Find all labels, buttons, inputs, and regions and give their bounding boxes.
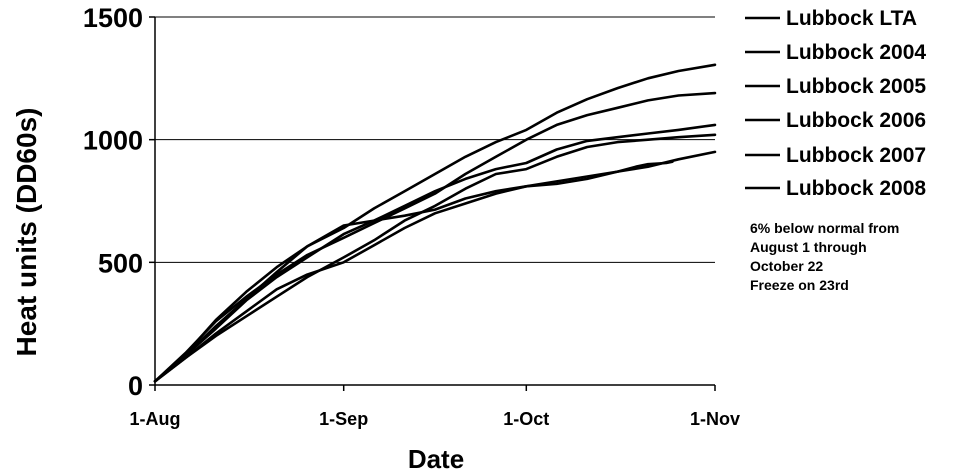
series-line-lubbock-2008 [153, 150, 717, 383]
axes [154, 17, 715, 386]
annotation-line-2: October 22 [750, 258, 823, 274]
annotation-line-1: August 1 through [750, 239, 867, 255]
series-line-lubbock-2006 [153, 133, 717, 383]
tick-marks [149, 16, 716, 391]
legend-label-4: Lubbock 2007 [786, 144, 926, 167]
legend-label-2: Lubbock 2005 [786, 75, 926, 98]
annotation-line-0: 6% below normal from [750, 220, 899, 236]
annotation: 6% below normal from August 1 through Octo… [750, 220, 899, 293]
series-line-lubbock-lta [153, 123, 717, 383]
x-tick-label-1-Oct: 1-Oct [503, 409, 549, 429]
x-axis-title: Date [408, 444, 464, 473]
x-tick-label-1-Aug: 1-Aug [130, 409, 181, 429]
y-tick-label-1500: 1500 [83, 3, 143, 33]
x-tick-labels: 1-Aug 1-Sep 1-Oct 1-Nov [130, 409, 741, 429]
gridlines [155, 16, 715, 263]
annotation-line-3: Freeze on 23rd [750, 277, 849, 293]
y-tick-labels: 0 500 1000 1500 [83, 3, 143, 401]
legend: Lubbock LTA Lubbock 2004 Lubbock 2005 Lubbo… [745, 7, 926, 200]
x-tick-label-1-Sep: 1-Sep [319, 409, 368, 429]
series-line-lubbock-2007 [153, 160, 674, 383]
x-tick-label-1-Nov: 1-Nov [690, 409, 740, 429]
y-tick-label-1000: 1000 [83, 126, 143, 156]
legend-label-5: Lubbock 2008 [786, 177, 926, 200]
legend-label-1: Lubbock 2004 [786, 41, 926, 64]
series-line-lubbock-2005 [153, 91, 717, 383]
y-axis-title: Heat units (DD60s) [11, 108, 42, 357]
series-line-lubbock-2004 [153, 63, 717, 383]
y-tick-label-500: 500 [98, 248, 143, 278]
legend-label-0: Lubbock LTA [786, 7, 917, 30]
series-lines [153, 63, 717, 383]
y-tick-label-0: 0 [128, 371, 143, 401]
legend-label-3: Lubbock 2006 [786, 109, 926, 132]
